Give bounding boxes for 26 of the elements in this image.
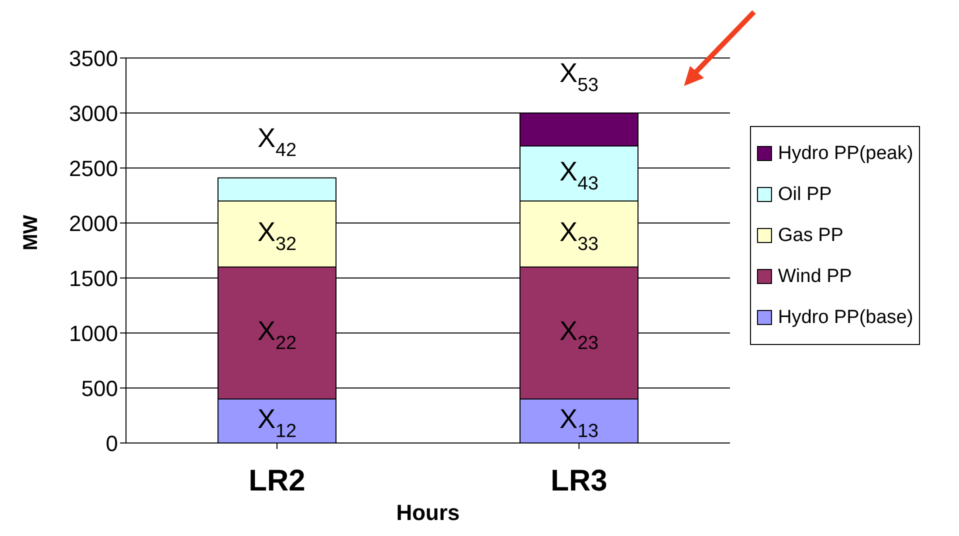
y-tick-label: 2000 (69, 210, 118, 236)
x-tick-label: LR2 (248, 464, 306, 498)
annotation: X$_{42}$ (257, 123, 297, 160)
y-tick-label: 1000 (69, 320, 118, 346)
y-tick-label: 500 (81, 376, 118, 401)
annotation: X$_{13}$ (559, 404, 599, 442)
annotation: X$_{53}$ (559, 58, 599, 96)
x-axis-title: Hours (396, 500, 460, 525)
annotation: X$_{32}$ (257, 217, 297, 254)
y-tick-label: 3500 (69, 46, 118, 71)
y-tick-label: 0 (106, 430, 118, 456)
y-tick-label: 1500 (69, 266, 118, 291)
annotation: X$_{22}$ (257, 316, 297, 354)
x-tick-label: LR3 (550, 464, 608, 498)
annotation: X$_{43}$ (559, 156, 599, 194)
legend-label: Wind PP (778, 265, 852, 289)
y-axis-title: MW (20, 214, 42, 250)
legend-label: Hydro PP(base) (778, 306, 914, 330)
y-tick-label: 2500 (69, 156, 118, 181)
annotation: X$_{23}$ (559, 316, 599, 354)
legend-label: Hydro PP(peak) (778, 142, 914, 166)
legend-label: Oil PP (778, 183, 832, 207)
y-tick-label: 3000 (69, 100, 118, 126)
annotation: X$_{12}$ (257, 404, 297, 442)
legend-label: Gas PP (778, 224, 844, 248)
annotation: X$_{33}$ (559, 217, 599, 254)
